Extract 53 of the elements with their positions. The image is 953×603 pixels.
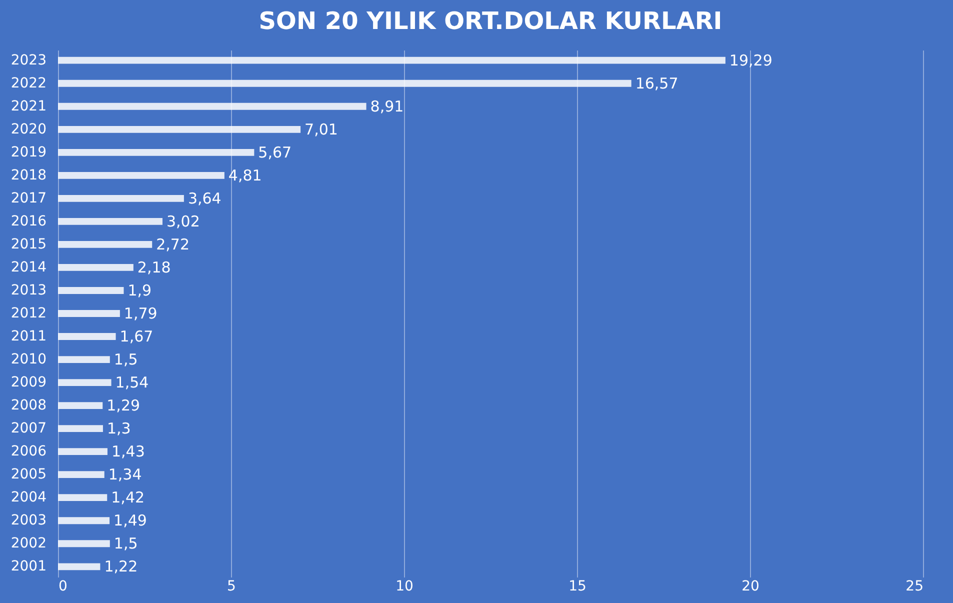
data-label: 7,01 bbox=[304, 120, 338, 138]
data-label: 1,9 bbox=[128, 281, 152, 300]
y-tick-label: 2007 bbox=[10, 420, 46, 437]
y-tick-label: 2005 bbox=[10, 466, 46, 483]
y-tick-label: 2010 bbox=[10, 352, 46, 368]
data-label: 1,5 bbox=[114, 350, 138, 369]
data-label: 1,22 bbox=[104, 558, 138, 576]
x-tick-label: 0 bbox=[58, 578, 68, 594]
y-tick-label: 2009 bbox=[10, 374, 46, 391]
y-tick-label: 2017 bbox=[10, 190, 46, 206]
x-tick-label: 10 bbox=[396, 578, 414, 594]
data-label: 4,81 bbox=[228, 166, 262, 184]
data-label: 8,91 bbox=[370, 97, 404, 116]
y-tick-label: 2018 bbox=[10, 167, 46, 184]
y-tick-label: 2012 bbox=[10, 306, 46, 322]
x-tick-label: 25 bbox=[906, 578, 924, 594]
data-label: 1,42 bbox=[111, 488, 145, 507]
y-tick-label: 2002 bbox=[10, 536, 46, 552]
y-tick-label: 2015 bbox=[10, 236, 46, 252]
data-label: 1,67 bbox=[120, 328, 154, 346]
data-label: 1,54 bbox=[115, 374, 149, 392]
y-tick-label: 2019 bbox=[10, 144, 46, 160]
y-tick-label: 2013 bbox=[10, 282, 46, 298]
data-label: 1,79 bbox=[124, 304, 158, 322]
data-label: 1,43 bbox=[111, 442, 145, 461]
y-tick-label: 2003 bbox=[10, 512, 46, 529]
data-label: 3,64 bbox=[188, 189, 222, 208]
y-tick-label: 2021 bbox=[10, 98, 46, 114]
x-tick-label: 15 bbox=[568, 578, 586, 594]
y-tick-label: 2014 bbox=[10, 259, 47, 276]
data-label: 1,49 bbox=[114, 512, 147, 530]
data-label: 1,3 bbox=[106, 420, 131, 438]
chart-title: SON 20 YILIK ORT.DOLAR KURLARI bbox=[258, 7, 722, 35]
y-tick-label: 2011 bbox=[10, 328, 46, 345]
x-tick-label: 20 bbox=[742, 578, 760, 594]
data-label: 19,29 bbox=[729, 51, 772, 70]
data-label: 5,67 bbox=[258, 143, 292, 162]
data-label: 1,34 bbox=[108, 466, 142, 484]
y-tick-label: 2016 bbox=[10, 213, 47, 230]
data-label: 1,5 bbox=[114, 534, 138, 553]
data-label: 1,29 bbox=[106, 396, 140, 415]
y-tick-label: 2006 bbox=[10, 444, 47, 460]
y-tick-label: 2004 bbox=[10, 490, 47, 506]
y-tick-label: 2020 bbox=[10, 121, 46, 138]
x-tick-label: 5 bbox=[227, 578, 236, 594]
y-tick-label: 2008 bbox=[10, 398, 46, 414]
data-label: 3,02 bbox=[166, 212, 200, 230]
y-tick-label: 2001 bbox=[10, 558, 46, 575]
y-tick-label: 2022 bbox=[10, 75, 46, 92]
data-label: 2,18 bbox=[137, 258, 171, 276]
data-label: 16,57 bbox=[635, 74, 678, 92]
y-tick-label: 2023 bbox=[10, 52, 46, 68]
data-label: 2,72 bbox=[156, 235, 190, 254]
